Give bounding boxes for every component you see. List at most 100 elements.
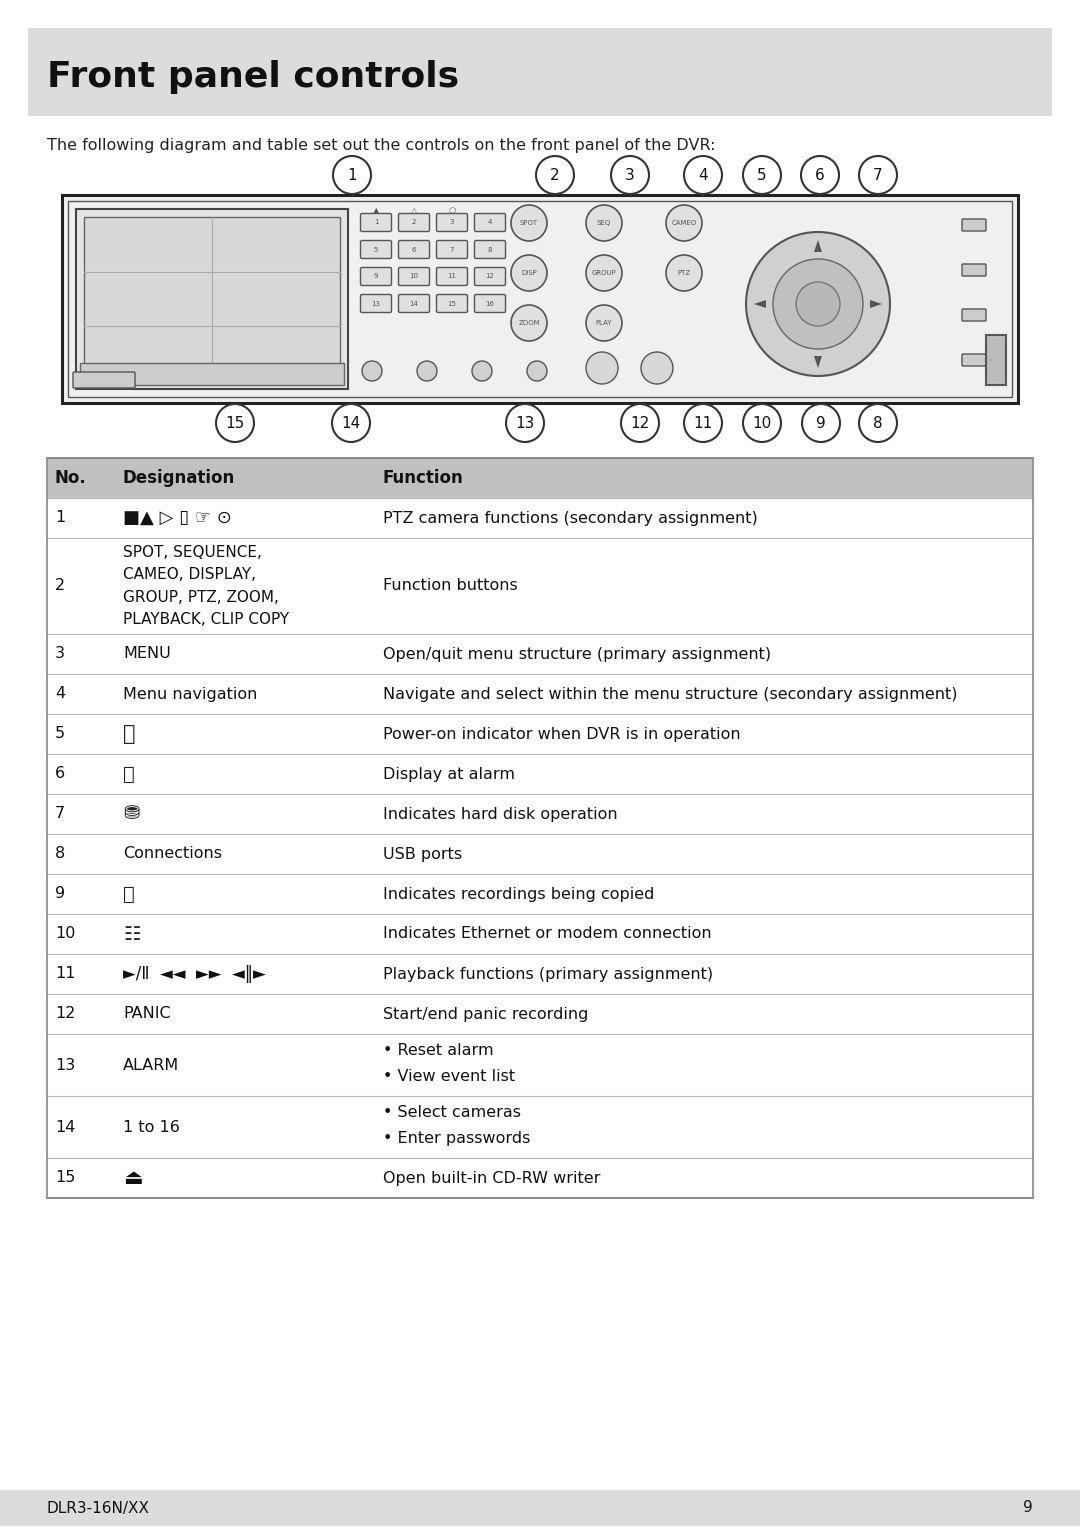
Text: ►/Ⅱ  ◄◄  ►►  ◄‖►: ►/Ⅱ ◄◄ ►► ◄‖► (123, 965, 266, 984)
Text: CAMEO, DISPLAY,: CAMEO, DISPLAY, (123, 567, 256, 582)
Circle shape (527, 362, 546, 381)
Text: Designation: Designation (123, 469, 235, 487)
Text: Display at alarm: Display at alarm (383, 766, 515, 781)
FancyBboxPatch shape (73, 372, 135, 388)
Bar (48, 714, 1032, 754)
Circle shape (586, 305, 622, 342)
Text: 3: 3 (449, 219, 455, 225)
Text: ⏻: ⏻ (123, 725, 135, 745)
Text: GROUP, PTZ, ZOOM,: GROUP, PTZ, ZOOM, (123, 590, 279, 605)
Text: 15: 15 (226, 415, 245, 430)
Text: Playback functions (primary assignment): Playback functions (primary assignment) (383, 967, 713, 982)
FancyBboxPatch shape (962, 309, 986, 322)
Text: 3: 3 (625, 167, 635, 182)
Text: 6: 6 (815, 167, 825, 182)
FancyBboxPatch shape (80, 363, 345, 385)
Text: 13: 13 (55, 1057, 76, 1072)
Text: 1: 1 (347, 167, 356, 182)
Bar (48, 458, 1032, 498)
FancyBboxPatch shape (62, 195, 1018, 403)
Circle shape (684, 156, 723, 195)
Text: PLAY: PLAY (596, 320, 612, 326)
Text: PANIC: PANIC (123, 1007, 171, 1022)
Circle shape (666, 254, 702, 291)
Bar (48, 1034, 1032, 1095)
Text: 14: 14 (341, 415, 361, 430)
Text: USB ports: USB ports (383, 847, 462, 861)
FancyBboxPatch shape (436, 241, 468, 259)
Text: 8: 8 (874, 415, 882, 430)
Bar (48, 634, 1032, 674)
Text: 5: 5 (757, 167, 767, 182)
FancyBboxPatch shape (361, 268, 391, 285)
Text: 4: 4 (488, 219, 492, 225)
Text: DLR3-16N/XX: DLR3-16N/XX (48, 1500, 150, 1515)
Text: PTZ: PTZ (677, 270, 690, 276)
Text: ⛃: ⛃ (123, 804, 139, 824)
Text: CAMEO: CAMEO (672, 221, 697, 227)
Text: 2: 2 (411, 219, 416, 225)
Text: 7: 7 (874, 167, 882, 182)
Text: 13: 13 (372, 300, 380, 306)
Text: 1 to 16: 1 to 16 (123, 1120, 180, 1135)
Text: 6: 6 (55, 766, 65, 781)
Text: Front panel controls: Front panel controls (48, 60, 459, 93)
Circle shape (586, 352, 618, 385)
Text: 10: 10 (55, 927, 76, 942)
Bar (48, 833, 1032, 873)
Text: ALARM: ALARM (123, 1057, 179, 1072)
Text: 9: 9 (374, 274, 378, 279)
Text: Indicates hard disk operation: Indicates hard disk operation (383, 806, 618, 821)
Text: ■▲ ▷ ▯ ☞ ⊙: ■▲ ▷ ▯ ☞ ⊙ (123, 509, 232, 527)
FancyBboxPatch shape (474, 241, 505, 259)
FancyBboxPatch shape (399, 268, 430, 285)
Text: 15: 15 (447, 300, 457, 306)
Circle shape (611, 156, 649, 195)
Text: 11: 11 (693, 415, 713, 430)
Text: △: △ (410, 207, 417, 216)
Bar (48, 873, 1032, 915)
Text: 11: 11 (447, 274, 457, 279)
FancyBboxPatch shape (474, 268, 505, 285)
Circle shape (743, 156, 781, 195)
Polygon shape (870, 300, 882, 308)
Text: DISP: DISP (522, 270, 537, 276)
Circle shape (746, 231, 890, 375)
Bar (48, 1158, 1032, 1198)
Circle shape (773, 259, 863, 349)
Text: 11: 11 (55, 967, 76, 982)
Text: Function buttons: Function buttons (383, 579, 517, 593)
Circle shape (536, 156, 573, 195)
Text: PLAYBACK, CLIP COPY: PLAYBACK, CLIP COPY (123, 611, 289, 627)
Circle shape (507, 404, 544, 443)
Text: ☷: ☷ (123, 924, 140, 944)
FancyBboxPatch shape (399, 213, 430, 231)
Text: • Select cameras: • Select cameras (383, 1105, 521, 1120)
Text: 6: 6 (411, 247, 416, 253)
Text: PTZ camera functions (secondary assignment): PTZ camera functions (secondary assignme… (383, 510, 758, 525)
Text: ⎘: ⎘ (123, 884, 135, 904)
Text: 2: 2 (550, 167, 559, 182)
Bar (48, 754, 1032, 794)
Circle shape (417, 362, 437, 381)
Text: Menu navigation: Menu navigation (123, 686, 257, 702)
Circle shape (362, 362, 382, 381)
Text: Open built-in CD-RW writer: Open built-in CD-RW writer (383, 1170, 600, 1186)
Text: The following diagram and table set out the controls on the front panel of the D: The following diagram and table set out … (48, 138, 715, 153)
Text: Power-on indicator when DVR is in operation: Power-on indicator when DVR is in operat… (383, 726, 741, 741)
Text: ⏏: ⏏ (123, 1167, 143, 1187)
Text: 1: 1 (374, 219, 378, 225)
FancyBboxPatch shape (962, 219, 986, 231)
Text: 9: 9 (55, 887, 65, 901)
Circle shape (859, 404, 897, 443)
Text: Navigate and select within the menu structure (secondary assignment): Navigate and select within the menu stru… (383, 686, 958, 702)
Circle shape (511, 254, 546, 291)
Circle shape (586, 205, 622, 241)
Text: 2: 2 (55, 579, 65, 593)
Text: 16: 16 (486, 300, 495, 306)
Text: 9: 9 (1023, 1500, 1032, 1515)
Text: • Reset alarm: • Reset alarm (383, 1043, 494, 1059)
Circle shape (511, 305, 546, 342)
Text: 9: 9 (816, 415, 826, 430)
FancyBboxPatch shape (76, 208, 348, 389)
